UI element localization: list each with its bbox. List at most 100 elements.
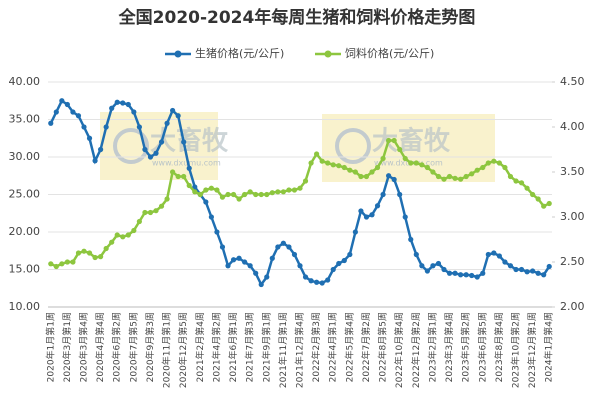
point (374, 203, 381, 209)
point (225, 191, 231, 198)
point (286, 244, 292, 250)
point (352, 169, 358, 175)
point (92, 254, 98, 261)
point (158, 203, 165, 209)
x-tick-label: 2023年6月第5周 (476, 312, 488, 382)
point (264, 274, 270, 280)
point (380, 155, 386, 162)
point (413, 251, 419, 258)
point (336, 163, 342, 169)
point (164, 196, 170, 202)
point (181, 139, 187, 145)
x-tick-label: 2021年12月第4周 (294, 312, 306, 388)
point (258, 191, 264, 198)
point (275, 244, 281, 250)
y-tick-label: 10.00 (9, 300, 41, 313)
point (469, 272, 475, 279)
point (75, 250, 82, 256)
point (120, 234, 126, 240)
y-tick-label: 35.00 (9, 113, 41, 126)
point (308, 278, 314, 284)
point (485, 160, 491, 166)
legend-label: 生猪价格(元/公斤) (195, 46, 284, 60)
point (186, 165, 192, 171)
point (147, 209, 154, 216)
point (302, 274, 309, 280)
point (474, 274, 480, 280)
point (59, 261, 65, 267)
point (363, 173, 370, 180)
point (131, 227, 137, 234)
point (269, 190, 275, 196)
point (203, 187, 209, 193)
point (424, 164, 430, 171)
point (347, 251, 353, 258)
point (435, 173, 442, 180)
point (325, 277, 331, 283)
point (114, 99, 120, 105)
point (103, 124, 109, 130)
point (463, 173, 469, 180)
point (430, 169, 436, 175)
point (452, 270, 458, 276)
y2-tick-label: 4.50 (560, 75, 585, 88)
point (219, 244, 226, 250)
point (491, 250, 497, 256)
point (380, 191, 386, 198)
point (48, 261, 54, 267)
point (181, 173, 187, 180)
point (524, 185, 530, 191)
point (192, 184, 198, 190)
point (397, 146, 403, 153)
chart-title: 全国2020-2024年每周生猪和饲料价格走势图 (118, 7, 476, 28)
point (358, 208, 364, 214)
y2-tick-label: 3.50 (560, 165, 585, 178)
point (530, 191, 536, 198)
point (219, 194, 226, 200)
point (253, 270, 259, 276)
point (142, 146, 148, 153)
point (236, 255, 242, 261)
point (192, 189, 198, 195)
x-tick-label: 2020年3月第1周 (61, 312, 73, 382)
point (125, 232, 131, 238)
point (535, 196, 541, 202)
x-tick-label: 2021年9月第1周 (260, 312, 272, 382)
point (208, 185, 214, 191)
point (164, 120, 170, 126)
point (264, 191, 270, 198)
point (230, 257, 237, 263)
x-tick-label: 2022年12月第2周 (410, 312, 422, 388)
point (541, 203, 547, 209)
point (513, 178, 519, 184)
point (75, 113, 82, 119)
x-tick-label: 2020年4月第4周 (94, 312, 106, 382)
point (86, 250, 93, 256)
x-tick-label: 2022年5月第4周 (343, 312, 355, 382)
legend-label: 饲料价格(元/公斤) (345, 46, 434, 60)
point (480, 270, 486, 276)
point (352, 229, 358, 235)
watermark-url: www.dxumu.com (152, 159, 221, 168)
y-tick-label: 20.00 (9, 225, 41, 238)
point (125, 101, 131, 108)
x-tick-label: 2023年10月第2周 (510, 312, 522, 388)
x-tick-label: 2023年5月第2周 (460, 312, 472, 382)
x-tick-label: 2023年3月第4周 (443, 312, 455, 382)
point (314, 151, 320, 157)
point (297, 263, 303, 269)
y2-tick-label: 2.50 (560, 255, 585, 268)
point (441, 266, 447, 273)
point (214, 187, 220, 193)
x-tick-label: 2021年7月第3周 (244, 312, 256, 382)
point (502, 164, 508, 171)
point (86, 135, 93, 141)
point (358, 173, 364, 180)
point (253, 191, 259, 198)
point (502, 259, 508, 265)
point (275, 189, 281, 195)
point (214, 229, 220, 235)
point (242, 191, 248, 198)
legend-marker (324, 50, 332, 58)
